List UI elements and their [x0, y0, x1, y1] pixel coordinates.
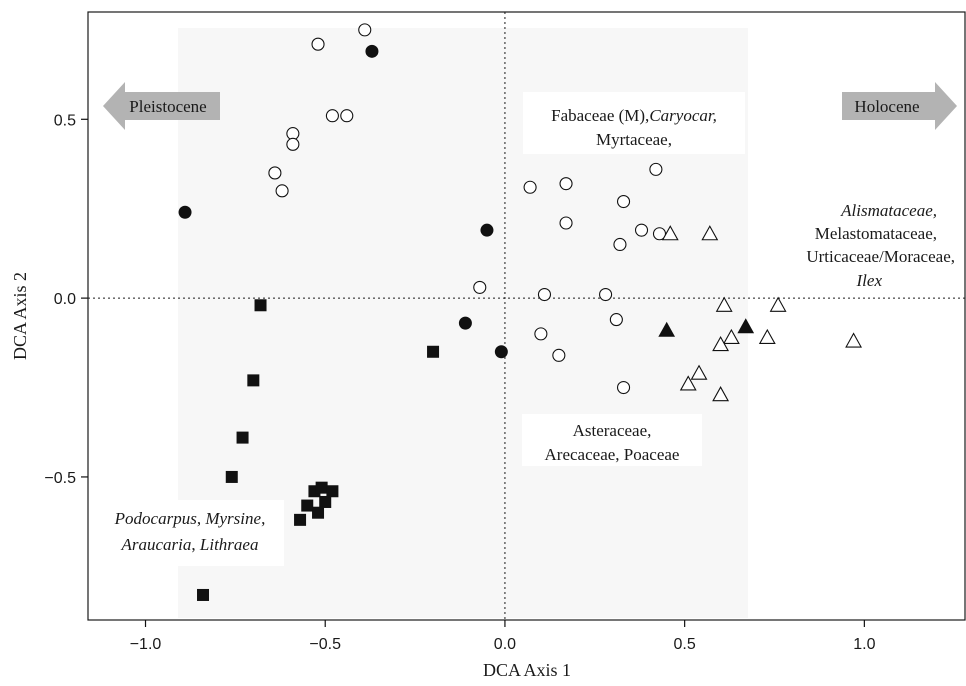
annotation-line: Asteraceae,	[573, 421, 652, 440]
pleistocene-arrow: Pleistocene	[103, 82, 220, 130]
open-circle-point	[649, 162, 663, 176]
filled-triangle-point	[737, 318, 755, 334]
right-arrow-icon	[842, 82, 957, 130]
y-axis-title: DCA Axis 2	[10, 272, 30, 360]
y-tick-label: −0.5	[44, 470, 76, 487]
holocene-label: Holocene	[854, 97, 919, 116]
open-triangle-point	[769, 296, 787, 312]
annotation-right: Alismataceae, Melastomataceae, Urticacea…	[773, 192, 963, 292]
open-circle-point	[609, 313, 623, 327]
filled-square-point	[247, 374, 260, 387]
filled-triangle-point	[658, 321, 676, 337]
open-triangle-point	[758, 328, 776, 345]
open-circle-point	[473, 280, 487, 294]
filled-square-point	[312, 506, 325, 519]
open-circle-point	[325, 109, 339, 123]
open-circle-point	[286, 137, 300, 151]
filled-square-point	[326, 485, 339, 498]
filled-square-point	[427, 345, 440, 358]
open-triangle-point	[690, 364, 708, 380]
annotation-upper-center: Fabaceae (M),Caryocar, Myrtaceae,	[523, 92, 745, 154]
filled-square-point	[197, 588, 210, 601]
annotation-line: Arecaceae, Poaceae	[545, 445, 680, 464]
holocene-arrow: Holocene	[842, 82, 957, 130]
open-circle-point	[537, 287, 552, 302]
axis-ticks: −1.0 −0.5 0.0 0.5 1.0 −0.5 0.0 0.5	[44, 112, 875, 653]
filled-circle-point	[494, 345, 508, 359]
annotation-line: Urticaceae/Moraceae,	[806, 247, 955, 266]
open-triangle-point	[712, 335, 730, 352]
open-circle-point	[523, 180, 537, 194]
plot-frame	[87, 11, 966, 621]
open-circle-point	[358, 23, 372, 37]
open-triangle-point	[701, 225, 719, 241]
left-arrow-icon	[103, 82, 220, 130]
open-circle-point	[340, 109, 354, 123]
filled-square-point	[294, 513, 307, 526]
pleistocene-label: Pleistocene	[129, 97, 206, 116]
filled-square-point	[236, 431, 249, 444]
open-circle-point	[616, 380, 631, 395]
annotation-box	[773, 192, 963, 292]
annotation-line: Melastomataceae,	[815, 224, 937, 243]
open-triangle-point	[722, 328, 740, 345]
annotation-line: Araucaria, Lithraea	[121, 535, 259, 554]
open-circle-point	[599, 287, 613, 302]
open-circle-point	[613, 237, 627, 252]
open-circle-point	[275, 184, 289, 198]
open-circle-point	[559, 216, 573, 230]
annotation-line: Myrtaceae,	[596, 130, 672, 149]
x-tick-label: 1.0	[853, 636, 875, 653]
annotation-line: Fabaceae (M),Caryocar,	[551, 106, 717, 125]
filled-square-point	[254, 299, 267, 312]
open-triangle-point	[661, 225, 679, 241]
filled-square-point	[225, 470, 238, 483]
x-axis-title: DCA Axis 1	[483, 660, 571, 680]
annotation-lower-center: Asteraceae, Arecaceae, Poaceae	[522, 414, 702, 466]
filled-circle-point	[365, 44, 379, 58]
filled-circle-point	[480, 223, 494, 237]
x-tick-label: −0.5	[309, 636, 341, 653]
y-tick-label: 0.0	[54, 291, 76, 308]
annotation-box	[522, 414, 702, 466]
annotation-line: Alismataceae,	[840, 201, 937, 220]
filled-square-point	[319, 495, 332, 508]
open-triangle-point	[679, 375, 697, 391]
annotation-lower-left: Podocarpus, Myrsine, Araucaria, Lithraea	[98, 500, 284, 566]
open-circle-point	[559, 177, 573, 191]
open-triangle-point	[715, 296, 733, 312]
filled-circle-point	[178, 205, 192, 219]
x-tick-label: 0.0	[494, 636, 516, 653]
open-triangle-point	[845, 332, 863, 348]
annotation-box	[523, 92, 745, 154]
open-circle-point	[616, 195, 631, 209]
filled-square-point	[315, 481, 328, 494]
open-circle-point	[311, 37, 325, 51]
annotation-box	[98, 500, 284, 566]
open-circle-point	[634, 223, 649, 237]
x-tick-label: −1.0	[130, 636, 162, 653]
annotation-line: Ilex	[856, 271, 883, 290]
open-circle-point	[268, 166, 282, 180]
open-circle-point	[534, 327, 548, 341]
x-tick-label: 0.5	[674, 636, 696, 653]
y-tick-label: 0.5	[54, 112, 76, 129]
filled-square-point	[301, 499, 314, 512]
filled-circle-point	[458, 316, 472, 330]
annotation-line: Podocarpus, Myrsine,	[114, 509, 266, 528]
open-triangle-point	[712, 386, 730, 402]
open-circle-point	[552, 348, 566, 362]
